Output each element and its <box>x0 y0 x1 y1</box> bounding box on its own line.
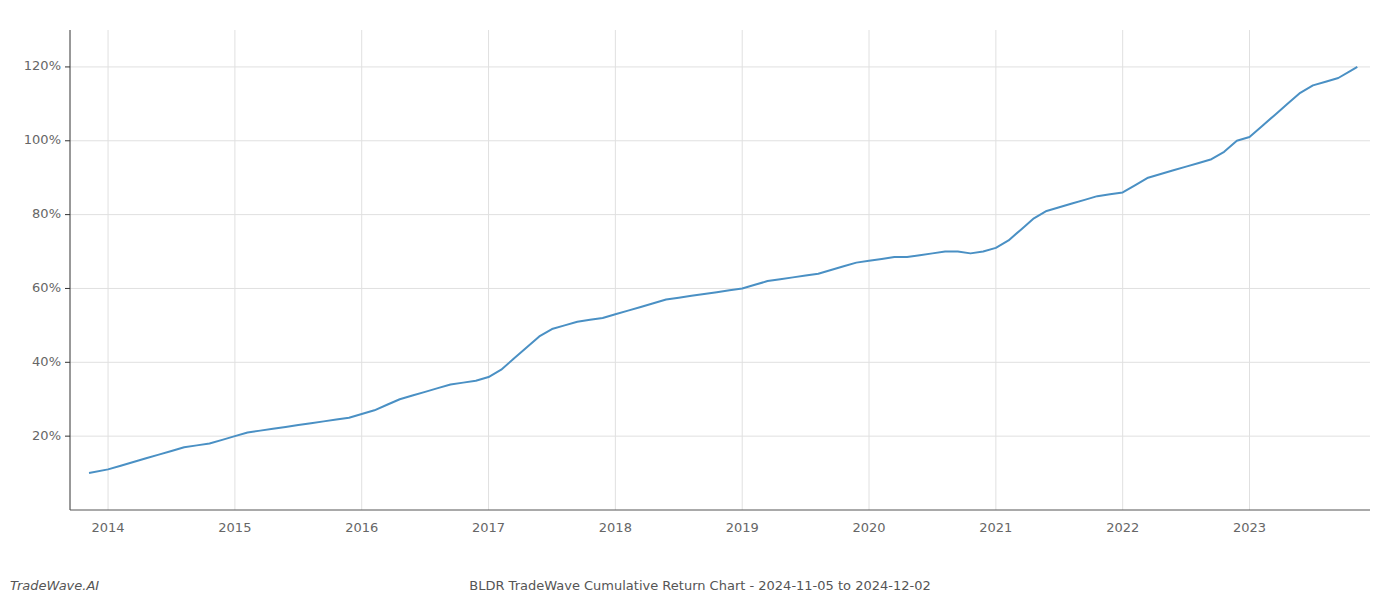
y-tick <box>65 214 70 215</box>
x-tick-label: 2016 <box>345 520 378 535</box>
y-tick <box>65 66 70 67</box>
y-tick <box>65 140 70 141</box>
grid-line-x <box>234 30 235 510</box>
grid-line-x <box>615 30 616 510</box>
y-axis-line <box>70 30 71 510</box>
grid-line-x <box>108 30 109 510</box>
grid-line-x <box>488 30 489 510</box>
x-tick-label: 2021 <box>979 520 1012 535</box>
grid-line-x <box>1122 30 1123 510</box>
plot-area <box>89 67 1357 473</box>
grid-line-x <box>742 30 743 510</box>
y-tick <box>65 288 70 289</box>
y-tick <box>65 362 70 363</box>
y-tick-label: 120% <box>24 58 61 73</box>
x-tick-label: 2015 <box>218 520 251 535</box>
grid-line-x <box>1249 30 1250 510</box>
x-tick-label: 2020 <box>852 520 885 535</box>
y-tick-label: 100% <box>24 132 61 147</box>
grid-line-y <box>70 140 1370 141</box>
x-axis-line <box>70 510 1370 511</box>
grid-line-x <box>995 30 996 510</box>
title: BLDR TradeWave Cumulative Return Chart -… <box>469 578 930 593</box>
watermark: TradeWave.AI <box>10 578 99 593</box>
x-tick-label: 2017 <box>472 520 505 535</box>
x-tick-label: 2018 <box>599 520 632 535</box>
grid-line-x <box>869 30 870 510</box>
grid-line-y <box>70 66 1370 67</box>
y-tick-label: 40% <box>32 354 61 369</box>
x-tick-label: 2014 <box>92 520 125 535</box>
chart-svg: 20% 40% 60% 80% 100% 120% 2014 2015 2016 2017 2018… <box>0 0 1400 600</box>
grid-line-x <box>361 30 362 510</box>
grid-line-y <box>70 362 1370 363</box>
y-tick <box>65 436 70 437</box>
y-tick-label: 20% <box>32 428 61 443</box>
axes: 20% 40% 60% 80% 100% 120% 2014 2015 2016 2017 2018… <box>24 30 1370 535</box>
chart-container: 20% 40% 60% 80% 100% 120% 2014 2015 2016 2017 2018… <box>0 0 1400 600</box>
grid-line-y <box>70 288 1370 289</box>
y-tick-label: 60% <box>32 280 61 295</box>
background <box>0 0 1400 600</box>
grid-line-y <box>70 436 1370 437</box>
x-tick-label: 2019 <box>726 520 759 535</box>
y-tick-label: 80% <box>32 206 61 221</box>
x-tick-label: 2023 <box>1233 520 1266 535</box>
grid <box>70 30 1370 510</box>
grid-line-y <box>70 214 1370 215</box>
x-tick-label: 2022 <box>1106 520 1139 535</box>
line <box>89 67 1357 473</box>
